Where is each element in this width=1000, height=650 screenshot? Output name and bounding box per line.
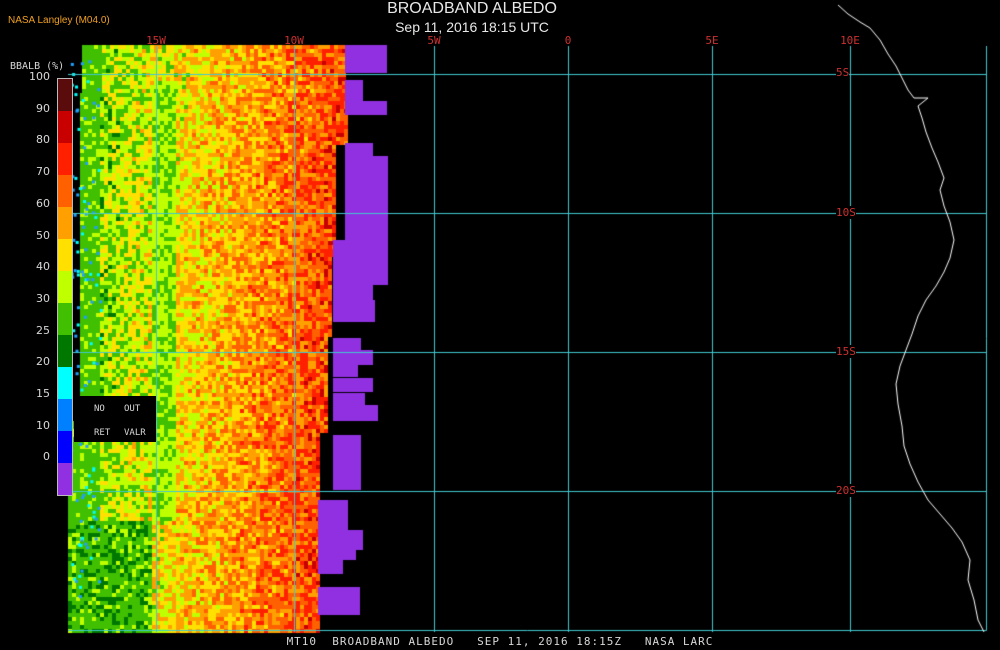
lon-label-10w: 10W <box>284 34 304 47</box>
lat-label-10s: 10S <box>836 206 856 219</box>
lat-label-15s: 15S <box>836 345 856 358</box>
legend-tick: 80 <box>36 133 50 147</box>
legend-swatch <box>58 335 72 367</box>
legend-tick: 50 <box>36 228 50 242</box>
legend-tick: 100 <box>29 70 50 83</box>
legend-title: BBALB (%) <box>10 61 65 72</box>
lon-label-5w: 5W <box>427 34 441 47</box>
legend-swatch <box>58 367 72 399</box>
no-data-key: NO OUT RET VALR <box>74 396 156 442</box>
legend-swatch <box>58 303 72 335</box>
lon-label-0: 0 <box>564 34 572 47</box>
lon-label-5e: 5E <box>705 34 719 47</box>
lon-label-10e: 10E <box>840 34 860 47</box>
legend-tick: 60 <box>36 196 50 210</box>
no-data-label-no: NO <box>94 404 105 414</box>
legend-swatch <box>58 271 72 303</box>
legend-tick: 10 <box>36 418 50 432</box>
legend-tick: 70 <box>36 165 50 179</box>
legend-tick: 0 <box>43 450 50 464</box>
no-data-label-out: OUT <box>124 404 141 414</box>
legend-swatch <box>58 207 72 239</box>
legend-swatch <box>58 239 72 271</box>
legend-tick: 15 <box>36 387 50 400</box>
no-data-label-ret: RET <box>94 428 111 438</box>
legend-swatch <box>58 431 72 463</box>
no-data-label-valr: VALR <box>124 428 146 438</box>
footer-caption: MT10 BROADBAND ALBEDO SEP 11, 2016 18:15… <box>286 635 714 648</box>
legend-tick: 20 <box>36 355 50 369</box>
lat-label-20s: 20S <box>836 484 856 497</box>
legend-swatch <box>58 111 72 143</box>
color-legend <box>57 78 73 496</box>
legend-swatch <box>58 175 72 207</box>
legend-tick: 30 <box>36 291 50 305</box>
legend-tick: 40 <box>36 260 50 274</box>
legend-swatch <box>58 79 72 111</box>
source-label: NASA Langley (M04.0) <box>8 15 110 26</box>
lon-label-15w: 15W <box>146 34 166 47</box>
legend-tick: 25 <box>36 323 50 337</box>
legend-swatch <box>58 399 72 431</box>
legend-swatch <box>58 143 72 175</box>
chart-subtitle: Sep 11, 2016 18:15 UTC <box>395 19 549 35</box>
chart-title: BROADBAND ALBEDO <box>387 0 557 17</box>
lat-label-5s: 5S <box>836 66 850 79</box>
legend-tick: 90 <box>36 101 50 115</box>
legend-swatch <box>58 463 72 495</box>
